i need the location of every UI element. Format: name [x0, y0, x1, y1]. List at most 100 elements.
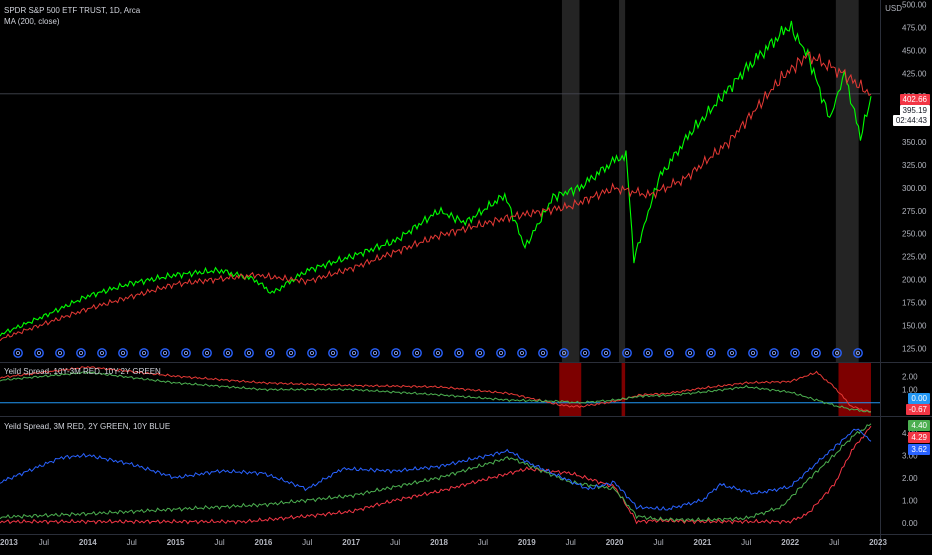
x-tick-label: 2014 — [79, 538, 97, 547]
y-tick-label: 3.00 — [902, 451, 918, 460]
dividend-marker — [496, 348, 506, 358]
x-tick-label: Jul — [741, 538, 751, 547]
dividend-marker — [244, 348, 254, 358]
y-tick-label: 2.00 — [902, 372, 918, 381]
dividend-marker — [748, 348, 758, 358]
currency-label: USD — [885, 4, 902, 13]
x-tick-label: 2015 — [167, 538, 185, 547]
dividend-marker — [538, 348, 548, 358]
dividend-marker — [202, 348, 212, 358]
dividend-marker-core — [58, 350, 63, 355]
x-tick-label: Jul — [653, 538, 663, 547]
y-tick-label: 425.00 — [902, 69, 927, 78]
dividend-marker — [580, 348, 590, 358]
dividend-marker-core — [856, 350, 861, 355]
dividend-marker-core — [625, 350, 630, 355]
symbol-title[interactable]: SPDR S&P 500 ETF TRUST, 1D, Arca — [4, 6, 141, 15]
x-tick-label: 2019 — [518, 538, 536, 547]
series-line-2Y — [0, 423, 872, 523]
dividend-marker — [664, 348, 674, 358]
inversion-band — [838, 363, 871, 416]
y-tick-label: 450.00 — [902, 46, 927, 55]
dividend-marker — [181, 348, 191, 358]
ma-legend[interactable]: MA (200, close) — [4, 17, 60, 26]
dividend-marker — [139, 348, 149, 358]
x-tick-label: Jul — [478, 538, 488, 547]
dividend-marker — [832, 348, 842, 358]
last-price-tag: 402.66 — [899, 94, 930, 105]
dividend-marker — [790, 348, 800, 358]
dividend-marker-core — [162, 350, 167, 355]
spread-last-tag: -0.67 — [905, 404, 930, 415]
dividend-marker-core — [309, 350, 314, 355]
dividend-marker — [265, 348, 275, 358]
dividend-marker-core — [541, 350, 546, 355]
dividend-marker — [685, 348, 695, 358]
series-line-10Y-2Y — [0, 371, 872, 413]
y-tick-label: 300.00 — [902, 184, 927, 193]
dividend-marker — [517, 348, 527, 358]
x-tick-label: 2021 — [694, 538, 712, 547]
inversion-band — [621, 363, 626, 416]
dividend-marker-core — [520, 350, 525, 355]
dividend-marker-core — [372, 350, 377, 355]
dividend-marker-core — [688, 350, 693, 355]
series-lines — [0, 20, 872, 525]
dividend-marker-core — [477, 350, 482, 355]
grey-band — [561, 0, 580, 362]
dividend-marker — [706, 348, 716, 358]
dividend-marker — [622, 348, 632, 358]
y-tick-label: 200.00 — [902, 276, 927, 285]
spread-zero-tag: 0.00 — [908, 393, 930, 404]
spread-pane-legend[interactable]: Yeild Spread, 10Y-3M RED, 10Y-2Y GREEN — [4, 367, 161, 376]
x-tick-label: 2017 — [342, 538, 360, 547]
x-tick-label: 2022 — [781, 538, 799, 547]
x-tick-label: Jul — [829, 538, 839, 547]
dividend-marker — [727, 348, 737, 358]
inversion-band — [559, 363, 582, 416]
dividend-marker — [118, 348, 128, 358]
dividend-marker-core — [288, 350, 293, 355]
dividend-marker-core — [183, 350, 188, 355]
dividend-marker-core — [204, 350, 209, 355]
dividend-marker — [412, 348, 422, 358]
series-line-MA (200, close) — [0, 51, 872, 342]
dividend-marker — [349, 348, 359, 358]
dividend-marker-core — [267, 350, 272, 355]
dividend-marker — [853, 348, 863, 358]
dividend-marker-core — [225, 350, 230, 355]
y-tick-label: 475.00 — [902, 23, 927, 32]
y-tick-label: 350.00 — [902, 138, 927, 147]
dividend-marker-core — [37, 350, 42, 355]
dividend-marker — [370, 348, 380, 358]
dividend-marker-core — [414, 350, 419, 355]
dividend-marker-core — [730, 350, 735, 355]
dividend-marker — [643, 348, 653, 358]
inversion-bands — [559, 363, 871, 416]
dividend-marker — [55, 348, 65, 358]
dividend-marker-core — [141, 350, 146, 355]
x-tick-label: 2013 — [0, 538, 18, 547]
dividend-marker — [769, 348, 779, 358]
dividend-marker — [286, 348, 296, 358]
dividend-marker-core — [772, 350, 777, 355]
dividend-marker — [97, 348, 107, 358]
y-tick-label: 175.00 — [902, 298, 927, 307]
yield-2y-tag: 4.40 — [908, 420, 930, 431]
yields-pane-legend[interactable]: Yeild Spread, 3M RED, 2Y GREEN, 10Y BLUE — [4, 422, 171, 431]
dividend-marker-core — [456, 350, 461, 355]
dividend-marker — [454, 348, 464, 358]
y-tick-label: 1.00 — [902, 496, 918, 505]
y-tick-label: 1.00 — [902, 386, 918, 395]
dividend-marker — [223, 348, 233, 358]
x-tick-label: Jul — [214, 538, 224, 547]
dividend-marker-core — [330, 350, 335, 355]
dividend-marker — [34, 348, 44, 358]
x-tick-label: Jul — [566, 538, 576, 547]
dividend-marker — [601, 348, 611, 358]
dividend-marker-core — [435, 350, 440, 355]
dividend-marker — [160, 348, 170, 358]
y-tick-label: 125.00 — [902, 344, 927, 353]
dividend-marker — [76, 348, 86, 358]
